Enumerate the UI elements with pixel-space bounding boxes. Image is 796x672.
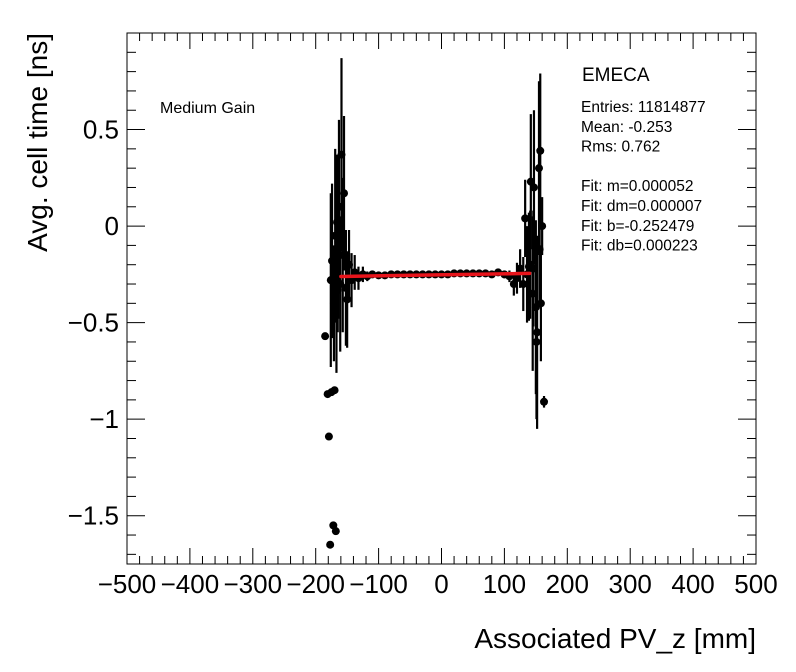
data-point (347, 276, 356, 285)
x-tick-label: −500 (98, 569, 157, 599)
data-point (521, 214, 530, 223)
data-point (334, 202, 343, 211)
y-tick-label: 0.5 (83, 115, 119, 145)
stats-line: Fit: b=-0.252479 (581, 218, 694, 235)
data-point (326, 276, 335, 285)
stats-line: Fit: db=0.000223 (581, 238, 698, 255)
data-point (343, 295, 352, 304)
data-point (341, 283, 350, 292)
x-tick-label: −200 (286, 569, 345, 599)
error-bars (327, 58, 548, 429)
data-point (519, 280, 528, 289)
stats-line: Fit: dm=0.000007 (581, 198, 702, 215)
fit-line (339, 271, 532, 279)
x-axis-title: Associated PV_z [mm] (474, 623, 756, 654)
x-axis-tick-labels: −500 −400 −300 −200 −100 0 100 200 300 400 500 (98, 569, 778, 599)
data-point (331, 527, 340, 536)
data-point (529, 183, 538, 192)
y-axis-tick-labels: −1.5 −1 −0.5 0 0.5 (68, 115, 119, 531)
fit-line-group (339, 271, 532, 279)
x-tick-label: 100 (483, 569, 526, 599)
data-point (532, 337, 541, 346)
y-tick-label: −0.5 (68, 308, 119, 338)
data-point (516, 264, 525, 273)
data-point (536, 146, 545, 155)
data-point (328, 256, 337, 265)
data-point (340, 189, 349, 198)
data-point (326, 540, 335, 549)
data-point (528, 289, 537, 298)
x-tick-label: 0 (434, 569, 448, 599)
data-point (333, 285, 342, 294)
stats-title: EMECA (582, 65, 650, 86)
x-tick-label: 200 (546, 569, 589, 599)
x-tick-label: 300 (609, 569, 652, 599)
data-point (534, 164, 543, 173)
stats-line: Mean: -0.253 (581, 119, 672, 136)
y-tick-label: 0 (105, 211, 119, 241)
data-point (337, 150, 346, 159)
data-point (540, 397, 549, 406)
data-point (512, 274, 521, 283)
data-point (535, 245, 544, 254)
x-axis-ticks (126, 33, 757, 564)
y-tick-label: −1.5 (68, 501, 119, 531)
x-tick-label: −100 (349, 569, 408, 599)
data-point (529, 264, 538, 273)
data-point (538, 222, 547, 231)
x-tick-label: −400 (161, 569, 220, 599)
data-point (331, 231, 340, 240)
data-point (338, 251, 347, 260)
data-point (329, 299, 338, 308)
stats-line: Fit: m=0.000052 (581, 178, 693, 195)
data-point (533, 328, 542, 337)
data-point (345, 260, 354, 269)
x-tick-label: 500 (734, 569, 777, 599)
x-tick-label: 400 (671, 569, 714, 599)
gain-annotation: Medium Gain (160, 100, 255, 117)
data-point (350, 268, 359, 277)
data-point (321, 332, 330, 341)
x-tick-label: −300 (224, 569, 283, 599)
data-point (330, 386, 339, 395)
data-point (333, 218, 342, 227)
y-tick-label: −1 (89, 404, 119, 434)
stats-line: Rms: 0.762 (581, 139, 660, 156)
data-point (332, 272, 341, 281)
data-point (536, 299, 545, 308)
stats-box: Entries: 11814877 Mean: -0.253 Rms: 0.762 F… (581, 99, 706, 255)
stats-line: Entries: 11814877 (581, 99, 706, 116)
data-points (321, 146, 549, 549)
y-axis-ticks (127, 32, 756, 555)
y-axis-title: Avg. cell time [ns] (22, 33, 53, 252)
data-point (324, 432, 333, 441)
